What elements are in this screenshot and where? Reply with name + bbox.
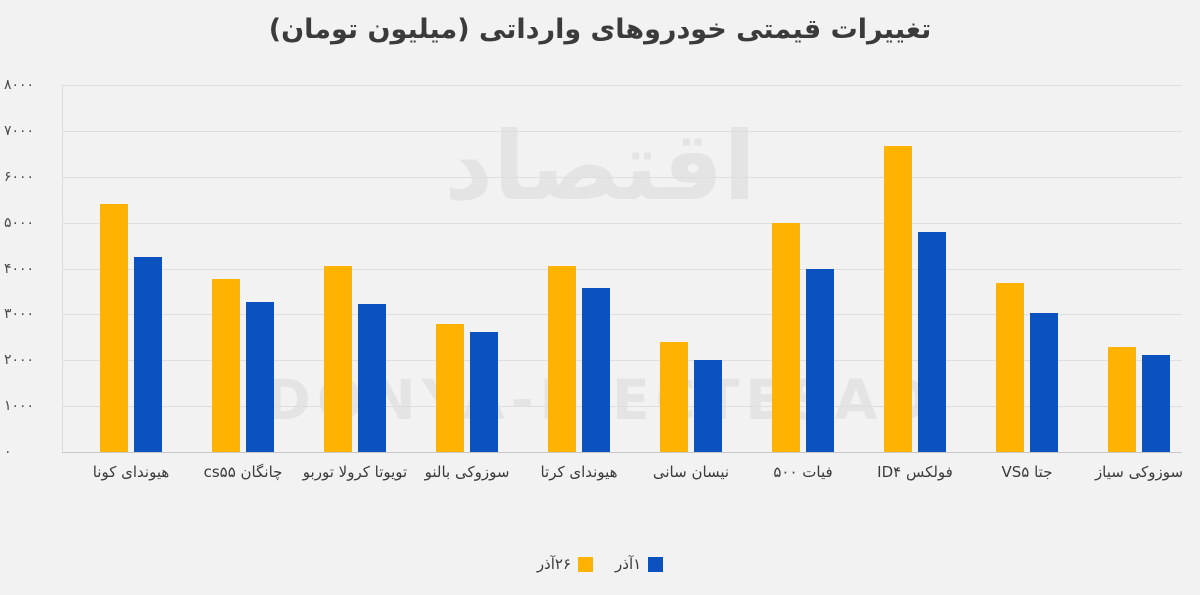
legend-label: ۲۶آذر (536, 555, 572, 573)
y-axis-tick-label: ۲۰۰۰ (4, 352, 35, 369)
legend-color-swatch (578, 556, 594, 572)
y-axis-tick-label: ۵۰۰۰ (4, 214, 35, 231)
bar[interactable] (996, 283, 1024, 452)
legend-item[interactable]: ۲۶آذر (536, 555, 594, 573)
x-axis-category-label: جتا VS۵ (1001, 463, 1053, 481)
x-axis-category-label: هیوندای کونا (92, 463, 170, 481)
legend-label: ۱آذر (615, 555, 642, 573)
bar-group (548, 85, 610, 452)
bar-group (1108, 85, 1170, 452)
bar[interactable] (1142, 354, 1170, 452)
y-axis-tick-label: ۷۰۰۰ (4, 122, 35, 139)
bar-group (660, 85, 722, 452)
x-axis-category-label: فولکس ID۴ (877, 463, 953, 481)
bar[interactable] (582, 288, 610, 452)
y-axis-tick-label: ۴۰۰۰ (4, 260, 35, 277)
chart-legend: ۱آذر ۲۶آذر (0, 555, 1200, 573)
y-axis-tick-label: ۶۰۰۰ (4, 168, 35, 185)
y-axis-tick-label: ۸۰۰۰ (4, 77, 35, 93)
x-axis-category-label: فیات ۵۰۰ (773, 463, 833, 481)
gridline (62, 406, 1182, 408)
bar[interactable] (1108, 346, 1136, 452)
y-axis-tick-label: ۱۰۰۰ (4, 398, 35, 415)
bar[interactable] (548, 265, 576, 452)
x-axis-category-label: هیوندای کرتا (540, 463, 618, 481)
bar[interactable] (884, 145, 912, 452)
gridline (62, 314, 1182, 316)
legend-color-swatch (648, 556, 664, 572)
gridline (62, 176, 1182, 178)
x-axis-category-label: چانگان cs۵۵ (203, 463, 283, 481)
legend-item[interactable]: ۱آذر (615, 555, 664, 573)
bar[interactable] (246, 301, 274, 452)
gridline (62, 268, 1182, 270)
bar[interactable] (436, 324, 464, 452)
bar-group (212, 85, 274, 452)
bar[interactable] (324, 265, 352, 452)
bar[interactable] (212, 279, 240, 452)
bar[interactable] (134, 257, 162, 452)
bar-group (996, 85, 1058, 452)
x-axis-category-label: نیسان سانی (652, 463, 730, 481)
gridline (62, 130, 1182, 132)
x-axis-category-label: سوزوکی سیاز (1094, 463, 1184, 481)
bar[interactable] (806, 268, 834, 452)
bar[interactable] (694, 360, 722, 452)
bar[interactable] (470, 331, 498, 452)
bar[interactable] (100, 204, 128, 452)
x-axis-category-label: سوزوکی بالنو (424, 463, 510, 481)
bar-group (100, 85, 162, 452)
bar[interactable] (1030, 312, 1058, 452)
x-axis-category-label: تویوتا کرولا توربو (302, 463, 408, 481)
bar[interactable] (918, 232, 946, 452)
gridline (62, 452, 1182, 453)
bar-group (772, 85, 834, 452)
y-axis-tick-label: ۰ (4, 444, 12, 460)
plot-area (62, 85, 1182, 453)
bar[interactable] (358, 304, 386, 452)
bar-group (884, 85, 946, 452)
gridline (62, 360, 1182, 362)
gridline (62, 85, 1182, 86)
bar[interactable] (660, 342, 688, 452)
gridline (62, 222, 1182, 224)
chart-title: تغییرات قیمتی خودروهای وارداتی (میلیون ت… (268, 14, 932, 45)
bar-group (324, 85, 386, 452)
bar-group (436, 85, 498, 452)
y-axis-tick-label: ۳۰۰۰ (4, 306, 35, 323)
bar[interactable] (772, 222, 800, 452)
